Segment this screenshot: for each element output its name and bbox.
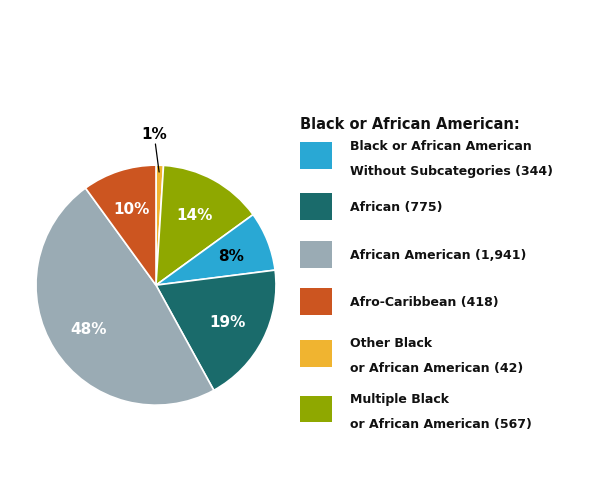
Text: Black or African American:: Black or African American:	[301, 117, 520, 132]
Text: 8%: 8%	[218, 249, 244, 263]
FancyBboxPatch shape	[301, 340, 332, 367]
Text: African (775): African (775)	[350, 200, 443, 213]
Text: 14%: 14%	[176, 208, 213, 223]
Text: or African American (567): or African American (567)	[350, 417, 532, 430]
Wedge shape	[156, 166, 253, 286]
Wedge shape	[156, 166, 164, 286]
Text: Afro-Caribbean (418): Afro-Caribbean (418)	[350, 295, 499, 308]
Text: Other Black: Other Black	[350, 336, 433, 349]
Wedge shape	[36, 189, 214, 405]
Text: Black or African American: Black or African American	[350, 139, 532, 152]
Text: 1%: 1%	[141, 127, 167, 173]
Text: by Black Subgroups, 2015: by Black Subgroups, 2015	[163, 55, 437, 74]
Text: African American (1,941): African American (1,941)	[350, 249, 527, 262]
Text: 1%: 1%	[0, 483, 1, 484]
Text: Without Subcategories (344): Without Subcategories (344)	[350, 165, 553, 178]
Text: 10%: 10%	[113, 202, 149, 217]
FancyBboxPatch shape	[301, 288, 332, 315]
FancyBboxPatch shape	[301, 242, 332, 269]
FancyBboxPatch shape	[301, 193, 332, 220]
FancyBboxPatch shape	[301, 396, 332, 423]
Text: 48%: 48%	[70, 321, 106, 336]
Text: or African American (42): or African American (42)	[350, 362, 524, 375]
Text: 19%: 19%	[209, 315, 246, 330]
Wedge shape	[85, 166, 156, 286]
Text: Multiple Black: Multiple Black	[350, 392, 449, 405]
Text: Percentage of U.S. Medical School Applicants: Percentage of U.S. Medical School Applic…	[60, 25, 540, 44]
FancyBboxPatch shape	[301, 143, 332, 170]
Wedge shape	[156, 271, 276, 391]
Wedge shape	[156, 215, 275, 286]
